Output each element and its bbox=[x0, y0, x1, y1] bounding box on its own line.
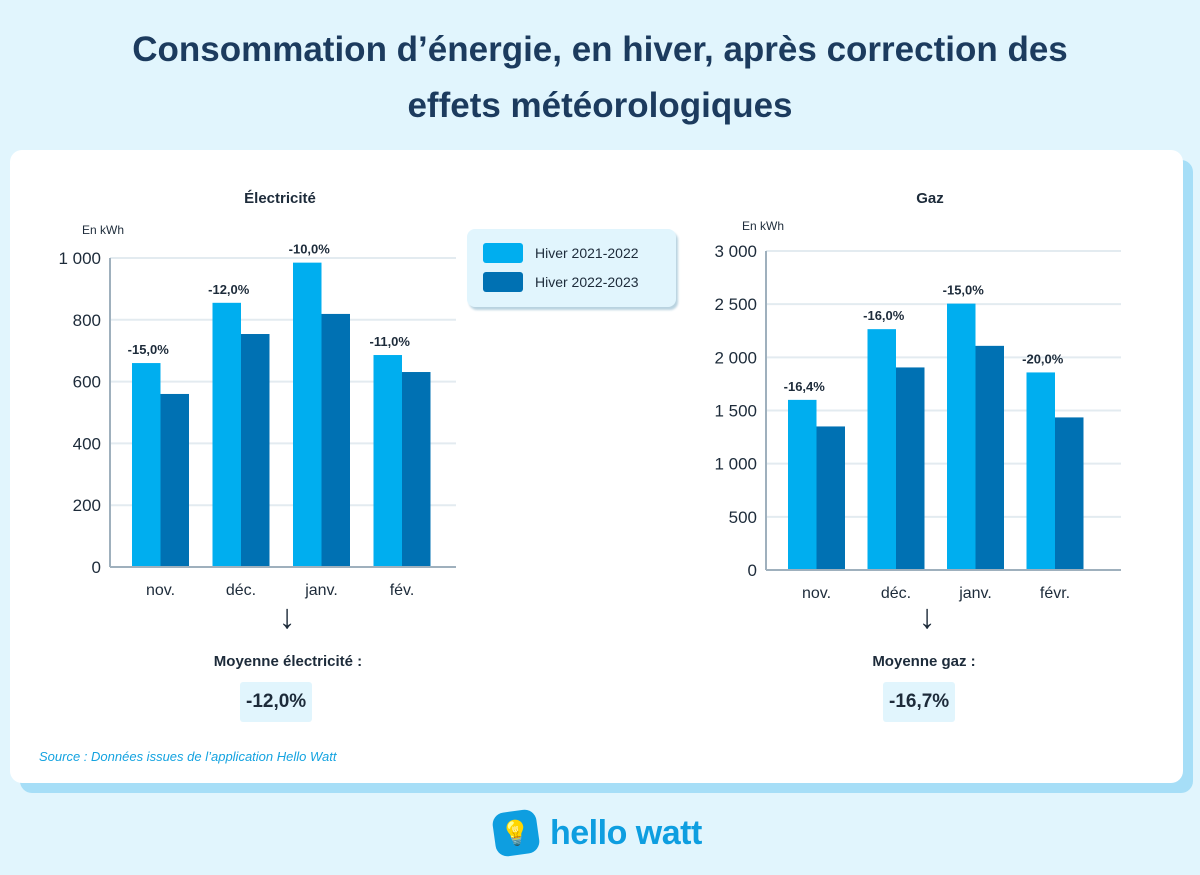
gas-x-tick-label: nov. bbox=[802, 585, 831, 602]
gas-data-label: -15,0% bbox=[943, 283, 985, 298]
elec-y-tick-label: 1 000 bbox=[58, 249, 101, 268]
elec-data-label: -10,0% bbox=[289, 242, 331, 257]
gas-y-tick-label: 1 000 bbox=[714, 455, 757, 474]
elec-x-tick-label: fév. bbox=[390, 582, 415, 599]
gas-chart-title: Gaz bbox=[916, 190, 944, 207]
page-title: Consommation d’énergie, en hiver, après … bbox=[0, 22, 1200, 134]
gas-average-label: Moyenne gaz : bbox=[872, 653, 976, 670]
lightbulb-icon: 💡 bbox=[491, 808, 541, 858]
elec-average-label: Moyenne électricité : bbox=[213, 653, 363, 670]
gas-bar-2022-2023 bbox=[896, 367, 925, 570]
title-line-1: Consommation d’énergie, en hiver, après … bbox=[132, 30, 1068, 69]
legend-item-2021: Hiver 2021-2022 bbox=[483, 243, 639, 263]
legend-swatch bbox=[483, 243, 523, 263]
gas-y-tick-label: 2 000 bbox=[714, 348, 757, 367]
gas-y-tick-label: 2 500 bbox=[714, 295, 757, 314]
elec-data-label: -11,0% bbox=[370, 334, 411, 349]
elec-bar-2021-2022 bbox=[373, 355, 402, 567]
gas-y-tick-label: 500 bbox=[729, 508, 757, 527]
elec-unit-label: En kWh bbox=[82, 223, 125, 237]
legend-label: Hiver 2021-2022 bbox=[535, 245, 639, 261]
gas-data-label: -16,4% bbox=[784, 379, 826, 394]
gas-bar-2022-2023 bbox=[1055, 417, 1084, 570]
arrow-down-icon: ↓ bbox=[918, 598, 936, 636]
elec-x-tick-label: déc. bbox=[226, 582, 256, 599]
elec-data-label: -15,0% bbox=[128, 342, 170, 357]
elec-bar-2021-2022 bbox=[132, 363, 161, 567]
logo-text: hello watt bbox=[550, 813, 702, 852]
gas-data-label: -20,0% bbox=[1022, 351, 1064, 366]
arrow-down-icon: ↓ bbox=[278, 598, 296, 636]
elec-chart-title: Électricité bbox=[244, 190, 316, 207]
gas-x-tick-label: janv. bbox=[958, 585, 992, 602]
elec-bar-2022-2023 bbox=[321, 313, 350, 567]
gas-bar-2022-2023 bbox=[975, 345, 1004, 570]
legend-item-2022: Hiver 2022-2023 bbox=[483, 272, 639, 292]
elec-bar-2022-2023 bbox=[402, 372, 431, 567]
gas-y-tick-label: 0 bbox=[748, 561, 757, 580]
legend-label: Hiver 2022-2023 bbox=[535, 274, 639, 290]
elec-y-tick-label: 200 bbox=[73, 496, 101, 515]
gas-y-tick-label: 3 000 bbox=[714, 242, 757, 261]
elec-y-tick-label: 600 bbox=[73, 373, 101, 392]
gas-x-tick-label: févr. bbox=[1040, 585, 1070, 602]
elec-y-tick-label: 800 bbox=[73, 311, 101, 330]
legend-swatch bbox=[483, 272, 523, 292]
elec-bar-2021-2022 bbox=[293, 262, 322, 567]
gas-data-label: -16,0% bbox=[863, 308, 905, 323]
elec-data-label: -12,0% bbox=[208, 282, 250, 297]
gas-x-tick-label: déc. bbox=[881, 585, 911, 602]
elec-x-tick-label: nov. bbox=[146, 582, 175, 599]
elec-y-tick-label: 400 bbox=[73, 434, 101, 453]
elec-y-tick-label: 0 bbox=[92, 558, 101, 577]
hello-watt-logo[interactable]: 💡 hello watt bbox=[491, 808, 702, 858]
title-line-2: effets météorologiques bbox=[407, 86, 793, 125]
elec-bar-2021-2022 bbox=[212, 302, 241, 567]
elec-bar-2022-2023 bbox=[241, 334, 270, 567]
gas-average-value: -16,7% bbox=[883, 682, 956, 722]
gas-bar-2021-2022 bbox=[788, 399, 817, 570]
elec-bar-2022-2023 bbox=[160, 393, 189, 567]
gas-y-tick-label: 1 500 bbox=[714, 402, 757, 421]
source-note: Source : Données issues de l’application… bbox=[39, 749, 337, 764]
elec-average-value: -12,0% bbox=[240, 682, 313, 722]
legend: Hiver 2021-2022 Hiver 2022-2023 bbox=[467, 229, 676, 307]
gas-bar-2021-2022 bbox=[867, 329, 896, 570]
gas-unit-label: En kWh bbox=[742, 219, 785, 233]
gas-bar-2022-2023 bbox=[816, 426, 845, 570]
gas-bar-2021-2022 bbox=[1026, 372, 1055, 570]
gas-bar-2021-2022 bbox=[947, 303, 976, 570]
elec-x-tick-label: janv. bbox=[304, 582, 338, 599]
